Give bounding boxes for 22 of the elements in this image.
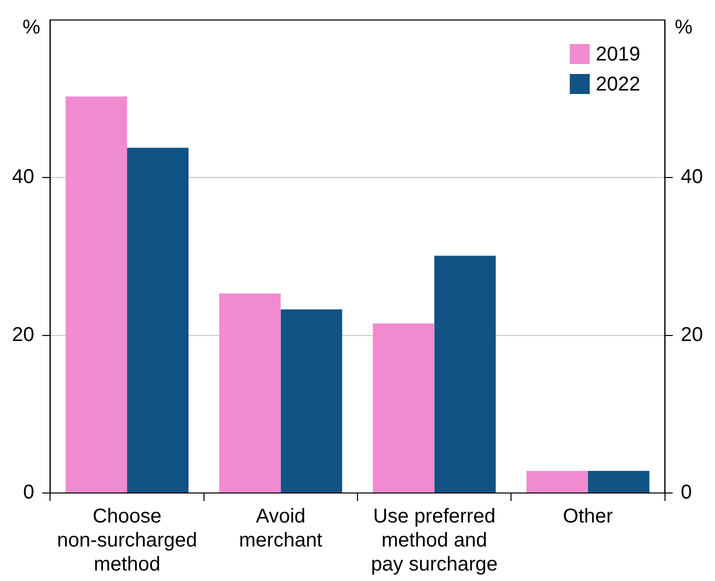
x-tick-label: Use preferred method and pay surcharge (370, 506, 498, 576)
legend-label: 2022 (596, 74, 640, 96)
bar (372, 324, 434, 492)
bar (219, 294, 281, 492)
y-axis-title: % (22, 16, 40, 39)
bar (280, 309, 342, 492)
x-tick-label: Other (562, 506, 614, 528)
legend-label: 2019 (596, 44, 640, 66)
y-tick-label: 0 (23, 482, 34, 504)
bar (127, 148, 189, 492)
y2-axis-title: % (674, 16, 693, 39)
y-tick-label: 40 (12, 166, 34, 188)
x-tick-label: Avoid merchant (239, 506, 323, 552)
bar (434, 256, 496, 492)
bar (526, 470, 588, 492)
y2-tick-label: 0 (680, 482, 692, 504)
x-tick-label: Choose non-surcharged method (57, 506, 198, 576)
y2-tick-label: 20 (680, 324, 704, 346)
y-tick-label: 20 (12, 324, 34, 346)
y2-tick-label: 40 (680, 166, 704, 188)
bar (588, 470, 650, 492)
bar (66, 96, 128, 492)
